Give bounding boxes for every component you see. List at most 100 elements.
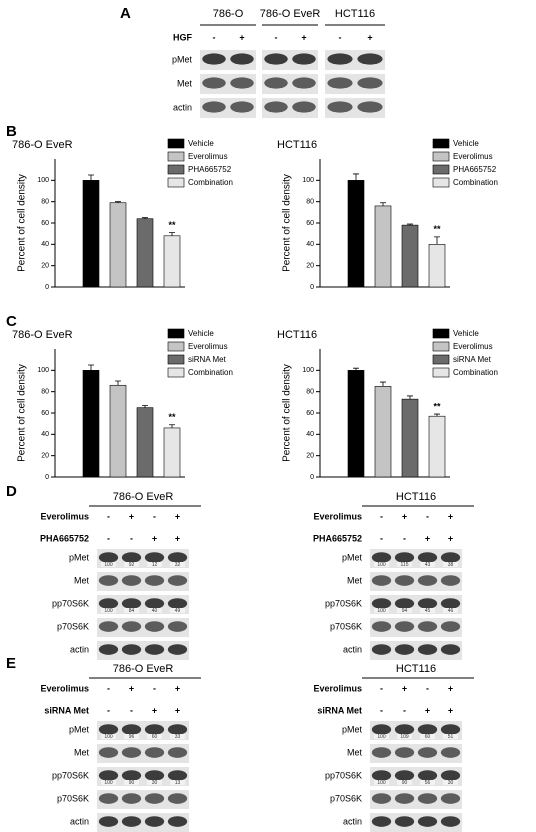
treatment: siRNA Met bbox=[317, 705, 362, 715]
y-tick-label: 100 bbox=[302, 177, 314, 184]
blot-band bbox=[417, 552, 438, 563]
blot-band bbox=[202, 77, 226, 89]
legend-swatch bbox=[432, 341, 450, 352]
blot-band bbox=[121, 793, 142, 804]
quant-label: 60 bbox=[425, 734, 431, 740]
legend-label: Combination bbox=[453, 368, 498, 377]
blot-band bbox=[98, 793, 119, 804]
y-tick-label: 20 bbox=[306, 263, 314, 270]
blot-band bbox=[121, 747, 142, 758]
row-label: actin bbox=[343, 644, 362, 654]
blot-strip bbox=[97, 595, 189, 614]
row-label: pp70S6K bbox=[325, 770, 362, 780]
y-tick-label: 100 bbox=[37, 177, 49, 184]
panel-letter: D bbox=[6, 483, 17, 500]
sign: + bbox=[175, 705, 180, 715]
chart-title: HCT116 bbox=[277, 139, 317, 151]
quant-bg bbox=[420, 562, 435, 567]
quant-label: 100 bbox=[377, 780, 386, 786]
row-label: p70S6K bbox=[57, 793, 89, 803]
panel-letter: A bbox=[120, 5, 131, 22]
error-bar bbox=[380, 381, 386, 387]
quant-label: 100 bbox=[104, 734, 113, 740]
quant-label: 60 bbox=[152, 734, 158, 740]
blot-band bbox=[440, 793, 461, 804]
panel-letter: B bbox=[6, 123, 17, 140]
row-label: pMet bbox=[69, 552, 90, 562]
blot-band bbox=[327, 53, 353, 65]
quant-label: 90 bbox=[129, 780, 135, 786]
bar bbox=[347, 370, 365, 478]
y-tick-label: 40 bbox=[41, 431, 49, 438]
blot-band bbox=[167, 724, 188, 735]
quant-bg bbox=[397, 562, 412, 567]
blot-band bbox=[417, 747, 438, 758]
blot-band bbox=[394, 793, 415, 804]
blot-band bbox=[371, 644, 392, 655]
sign: - bbox=[380, 683, 383, 693]
y-tick-label: 40 bbox=[306, 431, 314, 438]
error-bar bbox=[115, 380, 121, 386]
blot-band bbox=[121, 816, 142, 827]
legend-label: Everolimus bbox=[188, 152, 228, 161]
y-tick-label: 100 bbox=[302, 367, 314, 374]
quant-label: 100 bbox=[377, 608, 386, 614]
sign: + bbox=[425, 705, 430, 715]
blot-band bbox=[98, 816, 119, 827]
error-bar bbox=[380, 202, 386, 206]
error-bar bbox=[407, 395, 413, 400]
y-axis-label: Percent of cell density bbox=[17, 174, 28, 272]
blot-band bbox=[230, 101, 254, 113]
row-label: pMet bbox=[69, 724, 90, 734]
quant-label: 30 bbox=[448, 780, 454, 786]
quant-label: 100 bbox=[377, 734, 386, 740]
quant-bg bbox=[170, 780, 185, 785]
legend-label: Vehicle bbox=[453, 329, 479, 338]
blot-band bbox=[144, 598, 165, 609]
blot-band bbox=[121, 598, 142, 609]
bar bbox=[401, 224, 419, 288]
sign: - bbox=[339, 32, 342, 42]
sign: - bbox=[403, 705, 406, 715]
blot-band bbox=[394, 575, 415, 586]
bar bbox=[163, 427, 181, 478]
quant-bg bbox=[147, 780, 162, 785]
sign: + bbox=[301, 32, 306, 42]
quant-label: 33 bbox=[175, 734, 181, 740]
blot-band bbox=[440, 747, 461, 758]
blot-band bbox=[230, 77, 254, 89]
error-bar bbox=[142, 405, 148, 408]
blot-band bbox=[417, 575, 438, 586]
blot-band bbox=[121, 770, 142, 781]
panel-letter: C bbox=[6, 313, 17, 330]
row-label: actin bbox=[343, 816, 362, 826]
y-tick-label: 80 bbox=[41, 389, 49, 396]
quant-label: 43 bbox=[425, 562, 431, 568]
bar bbox=[82, 180, 100, 288]
quant-bg bbox=[147, 562, 162, 567]
row-label: p70S6K bbox=[57, 621, 89, 631]
blot-band bbox=[440, 575, 461, 586]
blot-band bbox=[167, 747, 188, 758]
blot-band bbox=[417, 770, 438, 781]
blot-band bbox=[144, 724, 165, 735]
blot-band bbox=[394, 770, 415, 781]
quant-bg bbox=[420, 608, 435, 613]
y-tick-label: 60 bbox=[306, 220, 314, 227]
y-tick-label: 20 bbox=[41, 263, 49, 270]
chart-title: 786-O EveR bbox=[12, 139, 73, 151]
cell-line: 786-O EveR bbox=[113, 491, 174, 503]
blot-band bbox=[394, 621, 415, 632]
bar bbox=[136, 218, 154, 288]
blot-band bbox=[417, 816, 438, 827]
legend-label: siRNA Met bbox=[453, 355, 492, 364]
bar bbox=[109, 202, 127, 288]
blot-band bbox=[440, 724, 461, 735]
y-tick-label: 20 bbox=[41, 453, 49, 460]
quant-bg bbox=[101, 734, 116, 739]
blot-band bbox=[202, 53, 226, 65]
quant-bg bbox=[124, 734, 139, 739]
legend-swatch bbox=[167, 328, 185, 339]
row-label: pMet bbox=[342, 552, 363, 562]
